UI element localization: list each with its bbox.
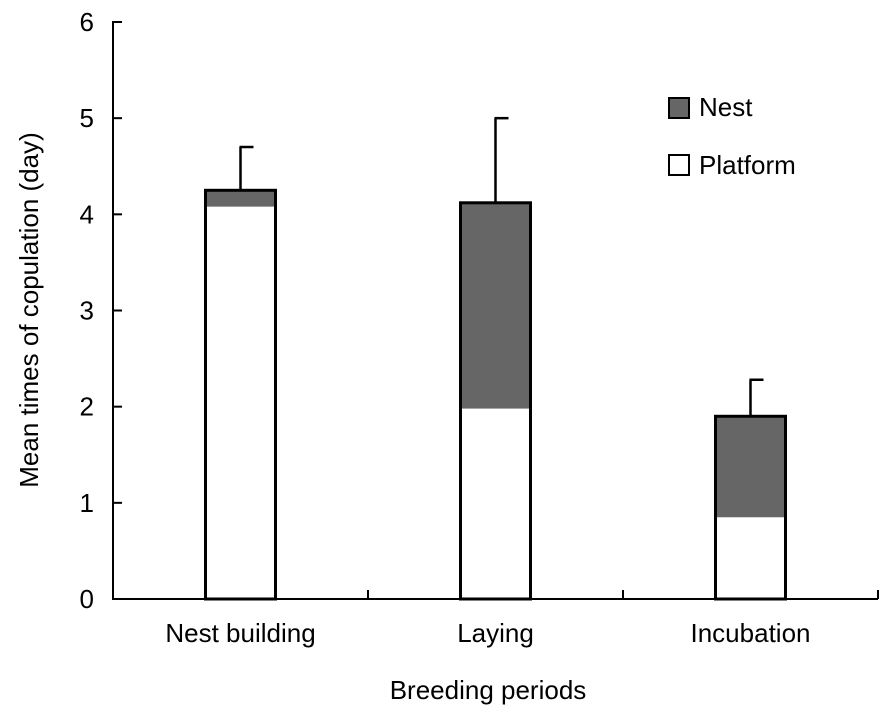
y-tick-label: 1 (80, 488, 94, 518)
legend-nest-swatch (668, 97, 690, 119)
y-tick-label: 2 (80, 392, 94, 422)
bar-segment-platform (205, 206, 276, 599)
bar-segment-nest (205, 190, 276, 207)
x-axis-label: Breeding periods (390, 675, 587, 705)
y-tick-label: 6 (80, 7, 94, 37)
bar-segment-platform (715, 517, 786, 599)
bar-segment-nest (460, 202, 531, 409)
y-tick-label: 3 (80, 296, 94, 326)
x-tick-label: Nest building (165, 618, 315, 648)
x-tick-label: Laying (457, 618, 534, 648)
legend-nest-label: Nest (699, 92, 753, 122)
legend-platform-swatch (668, 154, 690, 176)
y-axis-label: Mean times of copulation (day) (14, 132, 44, 488)
bar-segment-nest (715, 416, 786, 518)
x-ticks-layer: Nest building Laying Incubation (165, 590, 879, 648)
y-tick-label: 0 (80, 584, 94, 614)
y-tick-label: 5 (80, 103, 94, 133)
bars-layer (204, 188, 787, 601)
legend-platform-label: Platform (699, 150, 796, 180)
legend: Nest Platform (668, 92, 796, 180)
bar-segment-platform (460, 408, 531, 599)
y-ticks-layer: 0 1 2 3 4 5 6 (80, 7, 122, 614)
y-tick-label: 4 (80, 199, 94, 229)
error-bars-layer (239, 116, 764, 417)
x-tick-label: Incubation (691, 618, 811, 648)
